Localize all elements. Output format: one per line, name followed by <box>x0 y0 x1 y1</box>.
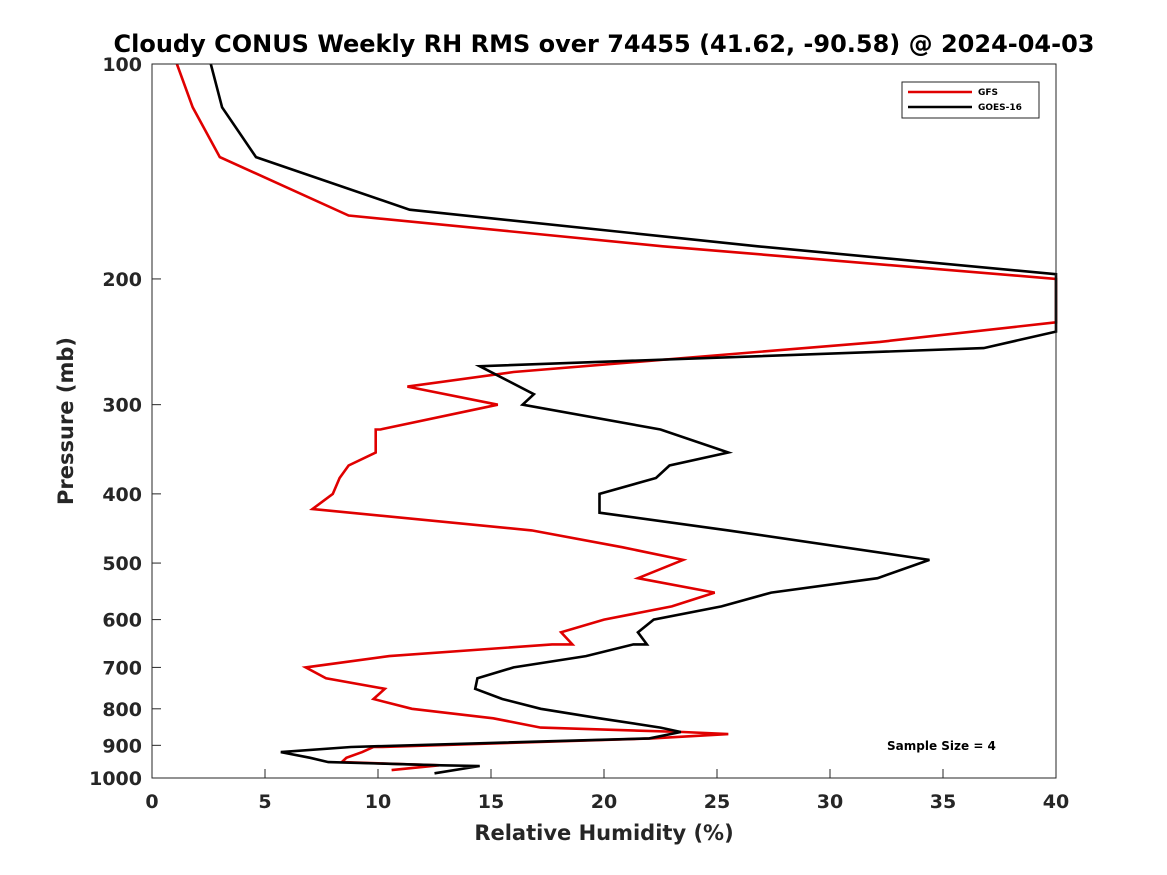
y-tick-label: 800 <box>102 699 142 721</box>
series-line-gfs <box>175 63 1058 772</box>
series-line-goes16 <box>209 63 1058 775</box>
y-tick-label: 100 <box>102 54 142 76</box>
y-tick-label: 500 <box>102 553 142 575</box>
x-axis-label: Relative Humidity (%) <box>474 821 733 845</box>
legend-label-goes16: GOES-16 <box>978 103 1022 113</box>
x-tick-label: 5 <box>258 791 271 813</box>
sample-size-annotation: Sample Size = 4 <box>887 739 996 753</box>
y-axis: 100 200 300 400 500 600 700 800 900 1000 <box>89 54 161 790</box>
legend-label-gfs: GFS <box>978 88 998 98</box>
x-tick-label: 40 <box>1043 791 1069 813</box>
x-axis: 0 5 10 15 20 25 30 35 40 <box>145 769 1069 813</box>
y-tick-label: 600 <box>102 610 142 632</box>
y-tick-label: 900 <box>102 735 142 757</box>
plot-area <box>151 63 1058 779</box>
x-tick-label: 10 <box>365 791 391 813</box>
x-tick-label: 20 <box>591 791 617 813</box>
y-tick-label: 200 <box>102 269 142 291</box>
x-tick-label: 35 <box>930 791 956 813</box>
y-tick-label: 400 <box>102 484 142 506</box>
legend: GFS GOES-16 <box>901 81 1040 119</box>
plot-frame <box>151 63 1057 779</box>
x-tick-label: 0 <box>145 791 158 813</box>
y-tick-label: 300 <box>102 395 142 417</box>
y-tick-label: 700 <box>102 657 142 679</box>
y-tick-label: 1000 <box>89 768 142 790</box>
legend-box <box>901 81 1040 119</box>
chart-title: Cloudy CONUS Weekly RH RMS over 74455 (4… <box>114 30 1095 58</box>
x-tick-label: 30 <box>817 791 843 813</box>
x-tick-label: 15 <box>478 791 504 813</box>
x-tick-label: 25 <box>704 791 730 813</box>
y-axis-label: Pressure (mb) <box>54 337 78 505</box>
series-layer <box>175 63 1058 775</box>
